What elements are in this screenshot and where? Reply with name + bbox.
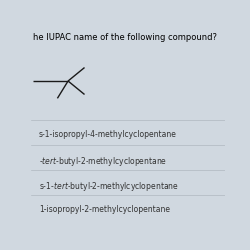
Text: he IUPAC name of the following compound?: he IUPAC name of the following compound?	[33, 33, 217, 42]
Text: s-1-$\it{tert}$-butyl-2-methylcyclopentane: s-1-$\it{tert}$-butyl-2-methylcyclopenta…	[39, 180, 179, 193]
Text: -: -	[0, 249, 1, 250]
Text: s-1-isopropyl-4-methylcyclopentane: s-1-isopropyl-4-methylcyclopentane	[39, 130, 177, 139]
Text: -$\it{tert}$-butyl-2-methylcyclopentane: -$\it{tert}$-butyl-2-methylcyclopentane	[39, 155, 167, 168]
Text: 1-isopropyl-2-methylcyclopentane: 1-isopropyl-2-methylcyclopentane	[39, 205, 170, 214]
Text: s-1-: s-1-	[0, 249, 1, 250]
